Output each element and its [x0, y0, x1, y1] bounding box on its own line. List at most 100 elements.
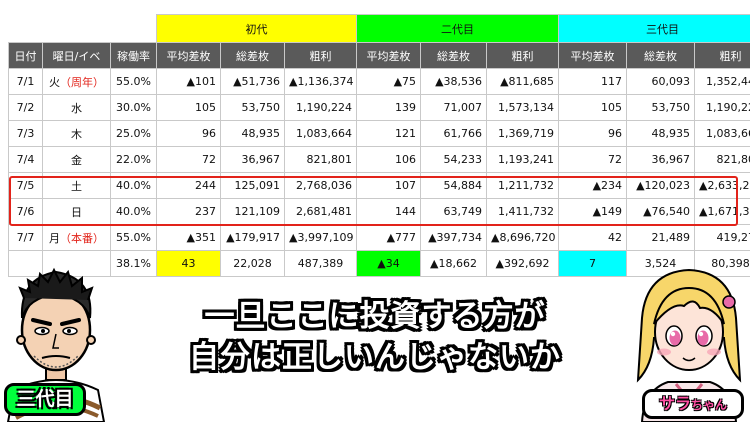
- day-event-cell: 火（周年）: [42, 68, 111, 95]
- summary-cell: ▲18,662: [420, 250, 488, 277]
- value-cell: ▲76,540: [626, 198, 696, 225]
- day-label: 日: [71, 205, 82, 219]
- value-cell: ▲1,136,374: [284, 68, 358, 95]
- value-cell: 1,190,224: [284, 94, 358, 121]
- date-cell: 7/5: [8, 172, 43, 199]
- speaker-name-right-suffix: ちゃん: [691, 398, 728, 412]
- generation-header-3: 三代目: [558, 14, 750, 43]
- value-cell: 1,573,134: [486, 94, 560, 121]
- speaker-name-right: サラ: [658, 394, 691, 413]
- value-cell: 2,768,036: [284, 172, 358, 199]
- value-cell: 121,109: [220, 198, 286, 225]
- table-row: 7/5 土 40.0% 244 125,091 2,768,036 107 54,884 1,2…: [8, 172, 750, 199]
- rate-cell: 40.0%: [109, 172, 158, 199]
- value-cell: 125,091: [220, 172, 286, 199]
- value-cell: ▲2,633,235: [694, 172, 750, 199]
- value-cell: 2,681,481: [284, 198, 358, 225]
- table-row: 7/3 木 25.0% 96 48,935 1,083,664 121 61,766 1,369…: [8, 120, 750, 147]
- value-cell: 821,801: [694, 146, 750, 173]
- summary-cell: 7: [558, 250, 628, 277]
- value-cell: ▲3,997,109: [284, 224, 358, 251]
- value-cell: ▲351: [156, 224, 222, 251]
- day-event-cell: 水: [42, 94, 111, 121]
- event-label: （本番）: [60, 231, 104, 245]
- table-row: 7/4 金 22.0% 72 36,967 821,801 106 54,233 1,193,2…: [8, 146, 750, 173]
- speaker-badge-right: サラちゃん: [642, 389, 744, 419]
- column-header: 総差枚: [626, 42, 696, 69]
- rate-cell: 22.0%: [109, 146, 158, 173]
- value-cell: 96: [156, 120, 222, 147]
- column-header: 粗利: [694, 42, 750, 69]
- day-label: 金: [71, 153, 82, 167]
- date-cell: 7/2: [8, 94, 43, 121]
- subtitle-line-2: 自分は正しいんじゃないか: [189, 340, 561, 375]
- value-cell: ▲120,023: [626, 172, 696, 199]
- value-cell: 36,967: [220, 146, 286, 173]
- value-cell: 105: [156, 94, 222, 121]
- value-cell: 1,411,732: [486, 198, 560, 225]
- summary-cell: ▲34: [356, 250, 422, 277]
- day-event-cell: 日: [42, 198, 111, 225]
- subtitle-caption: 一旦ここに投資する方が 自分は正しいんじゃないか: [150, 296, 600, 378]
- value-cell: 53,750: [626, 94, 696, 121]
- summary-cell: 43: [156, 250, 222, 277]
- day-label: 火: [49, 75, 60, 89]
- value-cell: 237: [156, 198, 222, 225]
- date-cell: 7/3: [8, 120, 43, 147]
- day-label: 月: [49, 231, 60, 245]
- blank-corner: [9, 15, 157, 43]
- summary-cell: 22,028: [220, 250, 286, 277]
- column-header: 平均差枚: [156, 42, 222, 69]
- value-cell: ▲149: [558, 198, 628, 225]
- value-cell: 107: [356, 172, 422, 199]
- value-cell: ▲101: [156, 68, 222, 95]
- summary-row: 38.1% 43 22,028 487,389 ▲34 ▲18,662 ▲392…: [8, 250, 750, 277]
- date-cell: 7/4: [8, 146, 43, 173]
- value-cell: 1,190,224: [694, 94, 750, 121]
- rate-cell: 55.0%: [109, 68, 158, 95]
- column-header: 曜日/イベ: [42, 42, 111, 69]
- column-header: 粗利: [284, 42, 358, 69]
- column-header: 稼働率: [109, 42, 158, 69]
- date-cell: 7/7: [8, 224, 43, 251]
- value-cell: ▲234: [558, 172, 628, 199]
- generation-header-row: 初代 二代目 三代目: [9, 14, 750, 43]
- day-label: 土: [71, 179, 82, 193]
- value-cell: ▲777: [356, 224, 422, 251]
- value-cell: 1,352,448: [694, 68, 750, 95]
- value-cell: 54,884: [420, 172, 488, 199]
- performance-table: 初代 二代目 三代目 日付 曜日/イベ 稼働率 平均差枚 総差枚 粗利 平均差枚…: [8, 14, 750, 277]
- column-header-row: 日付 曜日/イベ 稼働率 平均差枚 総差枚 粗利 平均差枚 総差枚 粗利 平均差…: [8, 42, 750, 69]
- value-cell: 42: [558, 224, 628, 251]
- value-cell: 21,489: [626, 224, 696, 251]
- day-event-cell: 土: [42, 172, 111, 199]
- value-cell: 53,750: [220, 94, 286, 121]
- value-cell: 72: [156, 146, 222, 173]
- value-cell: 144: [356, 198, 422, 225]
- value-cell: 1,369,719: [486, 120, 560, 147]
- value-cell: 419,271: [694, 224, 750, 251]
- event-label: （周年）: [60, 75, 104, 89]
- value-cell: 60,093: [626, 68, 696, 95]
- value-cell: 106: [356, 146, 422, 173]
- day-event-cell: 金: [42, 146, 111, 173]
- value-cell: 1,083,664: [694, 120, 750, 147]
- value-cell: 36,967: [626, 146, 696, 173]
- table-row: 7/1 火（周年） 55.0% ▲101 ▲51,736 ▲1,136,374 ▲75 ▲38…: [8, 68, 750, 95]
- rate-cell: 30.0%: [109, 94, 158, 121]
- column-header: 日付: [8, 42, 43, 69]
- value-cell: 117: [558, 68, 628, 95]
- value-cell: 63,749: [420, 198, 488, 225]
- value-cell: 121: [356, 120, 422, 147]
- day-label: 水: [71, 101, 82, 115]
- rate-cell: 40.0%: [109, 198, 158, 225]
- speaker-name-left: 三代目: [16, 388, 74, 410]
- value-cell: ▲397,734: [420, 224, 488, 251]
- generation-header-1: 初代: [156, 14, 358, 43]
- value-cell: 48,935: [626, 120, 696, 147]
- value-cell: ▲1,671,386: [694, 198, 750, 225]
- rate-cell: 25.0%: [109, 120, 158, 147]
- summary-rate: 38.1%: [109, 250, 158, 277]
- day-event-cell: 月（本番）: [42, 224, 111, 251]
- value-cell: 244: [156, 172, 222, 199]
